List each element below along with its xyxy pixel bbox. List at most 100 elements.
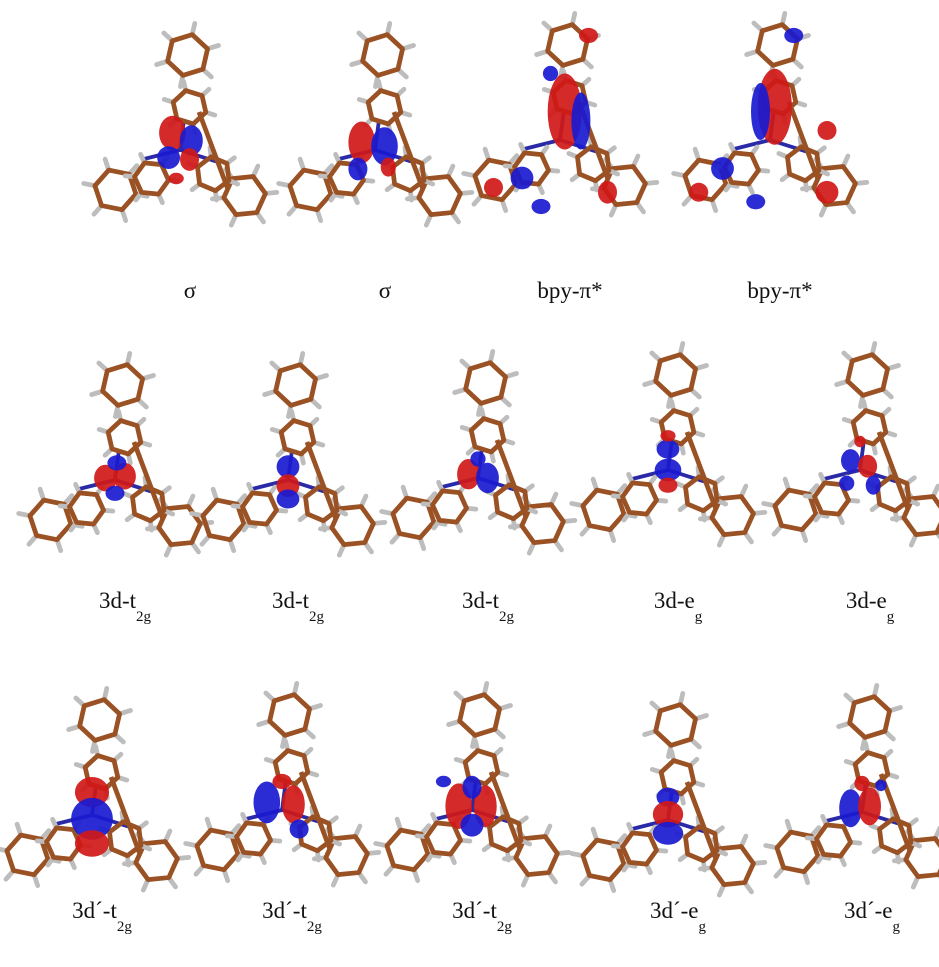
orbital-lobe [818,121,837,140]
orbital-lobe [858,455,877,478]
orbital-lobe [858,787,881,825]
orbital-lobe [816,181,839,204]
ring [69,493,103,524]
orbital-label: σ [184,278,196,304]
label-subscript: g [887,609,895,625]
label-text: 3d´-t [262,898,307,923]
orbital-lobe [290,820,309,839]
molecule [764,343,939,545]
label-text: 3d´-e [844,898,893,923]
orbital-lobe [75,830,109,857]
label-text: 3d-t [462,588,499,613]
orbital-lobe [841,449,860,472]
label-text: 3d´-t [72,898,117,923]
orbital-lobe [657,440,680,459]
ring [656,355,696,396]
label-text: 3d-e [846,588,887,613]
orbital-lobe [571,93,590,150]
bond [789,102,818,178]
molecule [0,688,189,890]
orbital-lobe [839,476,854,491]
label-subscript: g [699,919,707,935]
molecule [464,13,657,215]
label-subscript: 2g [499,609,514,625]
orbital-label: 3d-t2g [99,588,151,614]
orbital-lobe [689,183,708,202]
ring [103,365,143,406]
orbital-lobe [543,66,558,81]
orbital-lobe [254,782,281,824]
orbital-label: 3d-eg [846,588,894,614]
orbital-label: 3d´-eg [650,898,706,924]
molecule [279,23,472,225]
orbital-lobe [784,28,803,43]
orbital-lobe [461,814,484,837]
figure: σσbpy-π*bpy-π*3d-t2g3d-t2g3d-t2g3d-eg3d-… [0,0,939,967]
molecule [766,685,939,887]
bond [394,112,423,188]
ring [80,700,120,741]
orbital-lobe [169,173,184,184]
orbital-lobe [854,436,865,447]
ring [622,483,656,514]
orbital-label: bpy-π* [537,278,602,304]
orbital-lobe [532,199,551,214]
orbital-lobe [157,146,180,169]
ring [242,493,276,524]
orbital-lobe [484,178,503,197]
bond [134,442,163,518]
label-subscript: 2g [117,919,132,935]
label-text: σ [379,278,391,303]
orbital-lobe [598,181,617,204]
molecule [572,343,765,545]
bond [199,112,228,188]
orbital-lobe [751,83,770,140]
molecule [19,353,212,555]
molecule [376,683,569,885]
orbital-label: 3d-t2g [272,588,324,614]
bond [497,440,526,516]
orbital-label: 3d´-t2g [452,898,512,924]
label-subscript: g [695,609,703,625]
label-subscript: 2g [307,919,322,935]
label-subscript: g [893,919,901,935]
orbital-lobe [579,28,598,43]
orbital-lobe [854,776,869,791]
ring [622,833,656,864]
orbital-label: 3d-eg [654,588,702,614]
bond [111,777,140,853]
molecule [674,13,867,215]
label-text: 3d-t [99,588,136,613]
label-text: bpy-π* [747,278,812,303]
orbital-lobe [476,463,499,493]
bond [732,140,770,150]
label-text: 3d-t [272,588,309,613]
orbital-label: bpy-π* [747,278,812,304]
orbital-lobe [511,167,534,190]
molecule-art [0,0,939,967]
ring [656,705,696,746]
ring [168,35,208,76]
ring [236,823,270,854]
orbital-lobe [106,486,125,501]
ring [460,695,500,736]
molecule [84,23,277,225]
orbital-lobe [180,148,199,171]
orbital-lobe [866,476,881,495]
ring [270,695,310,736]
label-subscript: 2g [497,919,512,935]
orbital-lobe [659,478,678,493]
orbital-lobe [470,451,485,466]
orbital-lobe [746,194,765,209]
bond [822,470,860,480]
ring [816,825,850,856]
orbital-lobe [875,780,886,791]
ring [848,355,888,396]
label-text: 3d´-e [650,898,699,923]
ring [276,365,316,406]
orbital-lobe [660,430,675,441]
label-text: σ [184,278,196,303]
orbital-lobe [381,158,396,177]
molecule [382,351,575,553]
orbital-lobe [436,776,451,787]
